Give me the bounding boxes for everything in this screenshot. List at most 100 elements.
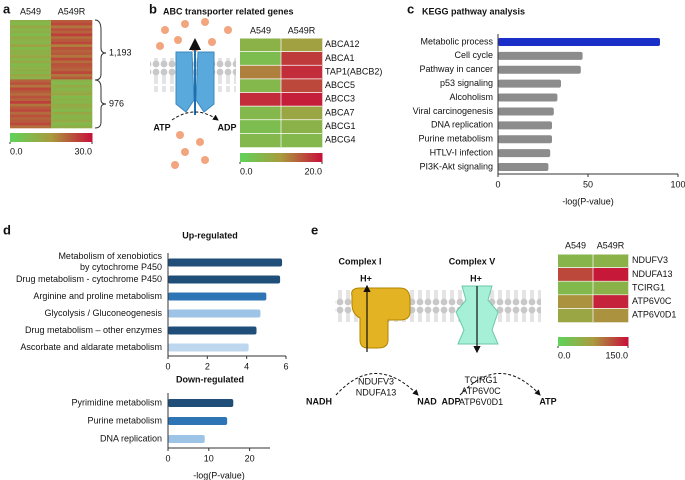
column-label: A549R (288, 25, 316, 35)
colorbar-step (87, 133, 91, 142)
bar (168, 309, 261, 318)
colorbar-step (26, 133, 29, 142)
colorbar-label: 0.0 (558, 350, 571, 360)
heatmap-cell (10, 84, 52, 88)
heatmap-cell (10, 38, 52, 42)
heatmap-cell (240, 51, 282, 66)
heatmap-cell (281, 78, 323, 93)
heatmap-cell (10, 25, 52, 29)
heatmap-cell (558, 267, 594, 282)
colorbar-step (65, 133, 68, 142)
heatmap-cell (10, 52, 52, 56)
colorbar-step (89, 133, 93, 142)
heatmap-cell (10, 55, 52, 59)
bar (498, 163, 549, 172)
heatmap-cell (51, 82, 93, 86)
colorbar-step (309, 153, 313, 162)
colorbar-step (18, 133, 21, 142)
colorbar-step (600, 337, 603, 346)
chart-title: ABC transporter related genes (163, 6, 294, 16)
colorbar-step (44, 133, 48, 142)
colorbar-step (603, 337, 606, 346)
heatmap-cell (51, 47, 93, 50)
colorbar-label: 30.0 (74, 146, 92, 156)
row-label: ATP6V0C (632, 296, 672, 306)
x-tick-label: 0 (165, 361, 170, 371)
heatmap-cell (10, 30, 52, 34)
colorbar-step (40, 133, 44, 142)
colorbar-step (582, 337, 585, 346)
heatmap-cell (51, 25, 93, 29)
colorbar-step (580, 337, 583, 346)
bar (498, 79, 561, 88)
heatmap-cell (240, 78, 282, 93)
colorbar-step (258, 153, 261, 162)
colorbar-step (32, 133, 36, 142)
colorbar-step (51, 133, 54, 142)
heatmap-cell (281, 106, 323, 121)
category-label: Viral carcinogenesis (413, 106, 494, 116)
heatmap-cell (51, 92, 93, 96)
heatmap-cell (51, 84, 93, 88)
colorbar-step (12, 133, 15, 142)
row-label: NDUFA13 (632, 269, 673, 279)
row-label: TAP1(ABCB2) (325, 66, 382, 76)
colorbar-step (608, 337, 611, 346)
heatmap-cell (593, 308, 629, 323)
heatmap-cell (10, 111, 52, 115)
bar (498, 121, 552, 130)
colorbar-step (274, 153, 278, 162)
heatmap-cell (593, 254, 629, 268)
colorbar-step (285, 153, 288, 162)
heatmap-cell (10, 47, 52, 50)
heatmap-cell (240, 119, 282, 134)
metabolite: NADH (306, 396, 332, 406)
category-label: Ascorbate and aldarate metabolism (20, 342, 162, 352)
heatmap-cell (51, 95, 93, 99)
colorbar-step (297, 153, 300, 162)
colorbar-step (293, 153, 296, 162)
complex-label: Complex I (338, 256, 381, 266)
colorbar-step (307, 153, 311, 162)
heatmap-cell (10, 79, 52, 83)
colorbar-step (558, 337, 561, 346)
colorbar-step (315, 153, 319, 162)
colorbar-step (568, 337, 571, 346)
heatmap-cell (51, 57, 93, 61)
colorbar-step (276, 153, 280, 162)
colorbar-step (589, 337, 592, 346)
colorbar-step (250, 153, 253, 162)
colorbar-label: 20.0 (304, 166, 322, 176)
metabolite: NAD (417, 396, 437, 406)
row-label: ABCA1 (325, 53, 355, 63)
colorbar-step (262, 153, 266, 162)
heatmap-cell (240, 133, 282, 148)
colorbar-step (10, 133, 13, 142)
heatmap-cell (10, 49, 52, 53)
colorbar-step (615, 337, 618, 346)
colorbar-step (586, 337, 589, 346)
heatmap-cell (10, 28, 52, 32)
bar (498, 149, 551, 158)
heatmap-cell (240, 106, 282, 121)
colorbar-step (77, 133, 81, 142)
colorbar-step (75, 133, 79, 142)
colorbar-step (73, 133, 77, 142)
heatmap-cell (51, 30, 93, 34)
category-label: PI3K-Akt signaling (419, 161, 493, 171)
row-label: ABCA7 (325, 107, 355, 117)
complex-label: Complex V (449, 256, 496, 266)
heatmap-cell (51, 111, 93, 115)
colorbar-step (587, 337, 590, 346)
column-label: A549 (250, 25, 271, 35)
row-label: ABCA12 (325, 39, 360, 49)
colorbar-step (20, 133, 23, 142)
colorbar-step (48, 133, 52, 142)
bar (498, 37, 660, 46)
colorbar-step (598, 337, 601, 346)
heatmap-cell (51, 28, 93, 32)
colorbar-step (28, 133, 31, 142)
bar (498, 51, 583, 60)
heatmap-cell (10, 117, 52, 121)
bar (498, 135, 552, 144)
